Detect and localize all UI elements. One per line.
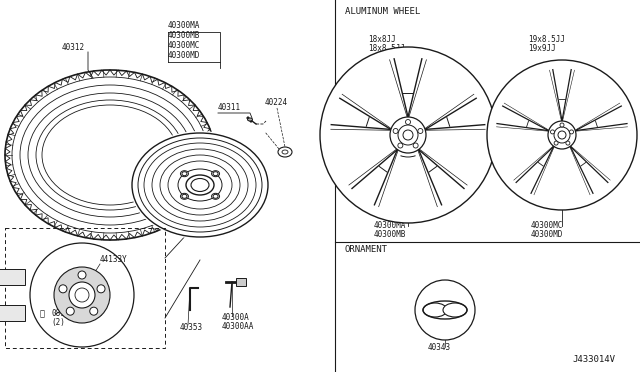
Ellipse shape [423,303,447,317]
Text: 40300MB: 40300MB [374,230,406,239]
Text: 40300MA: 40300MA [168,21,200,30]
Bar [0,269,25,285]
Text: 40300MC: 40300MC [168,41,200,50]
Text: 40353: 40353 [180,323,203,332]
Circle shape [558,131,566,139]
Bar [236,278,246,286]
Circle shape [413,143,418,148]
Text: J433014V: J433014V [572,355,615,364]
Circle shape [550,130,554,134]
Text: 19x9JJ: 19x9JJ [528,44,556,53]
Circle shape [97,285,105,293]
Ellipse shape [278,147,292,157]
Ellipse shape [443,303,467,317]
Text: 19x8.5JJ: 19x8.5JJ [528,35,565,44]
Circle shape [403,130,413,140]
Circle shape [487,60,637,210]
Bar [0,305,25,321]
Text: ORNAMENT: ORNAMENT [345,245,388,254]
Circle shape [548,121,576,149]
Circle shape [393,128,398,134]
Text: 40300MC: 40300MC [531,221,563,230]
Ellipse shape [180,193,188,199]
Ellipse shape [130,131,270,239]
Text: 40300MA: 40300MA [374,221,406,230]
Ellipse shape [180,171,188,177]
Ellipse shape [212,171,220,177]
Text: 40224: 40224 [265,98,288,107]
Text: 40311: 40311 [218,103,241,112]
Text: 40300MB: 40300MB [168,31,200,40]
Ellipse shape [186,175,214,195]
Circle shape [415,280,475,340]
Text: 40343: 40343 [428,343,451,352]
Text: 40300MD: 40300MD [168,51,200,60]
Text: 40312: 40312 [62,43,85,52]
Circle shape [59,285,67,293]
Ellipse shape [248,118,253,121]
Circle shape [418,128,423,134]
Circle shape [90,307,98,315]
Text: ALUMINUM WHEEL: ALUMINUM WHEEL [345,7,420,16]
Circle shape [69,282,95,308]
Circle shape [390,117,426,153]
Text: 40300AA: 40300AA [222,322,254,331]
Circle shape [320,47,496,223]
Text: 44133Y: 44133Y [100,255,128,264]
Circle shape [54,267,110,323]
Text: 08110-8201A: 08110-8201A [51,309,102,318]
Ellipse shape [42,105,178,205]
Circle shape [398,143,403,148]
Text: 40300A: 40300A [222,313,250,322]
Circle shape [554,141,558,145]
Text: 40300MD: 40300MD [531,230,563,239]
Circle shape [67,307,74,315]
Text: (2): (2) [51,318,65,327]
Circle shape [560,123,564,127]
Circle shape [570,130,573,134]
Ellipse shape [212,193,220,199]
Circle shape [78,271,86,279]
Circle shape [566,141,570,145]
Circle shape [406,119,410,125]
Text: 18x8JJ: 18x8JJ [368,35,396,44]
Text: Ⓑ: Ⓑ [40,309,45,318]
Text: 18x8.5JJ: 18x8.5JJ [368,44,405,53]
Bar [5,228,165,348]
